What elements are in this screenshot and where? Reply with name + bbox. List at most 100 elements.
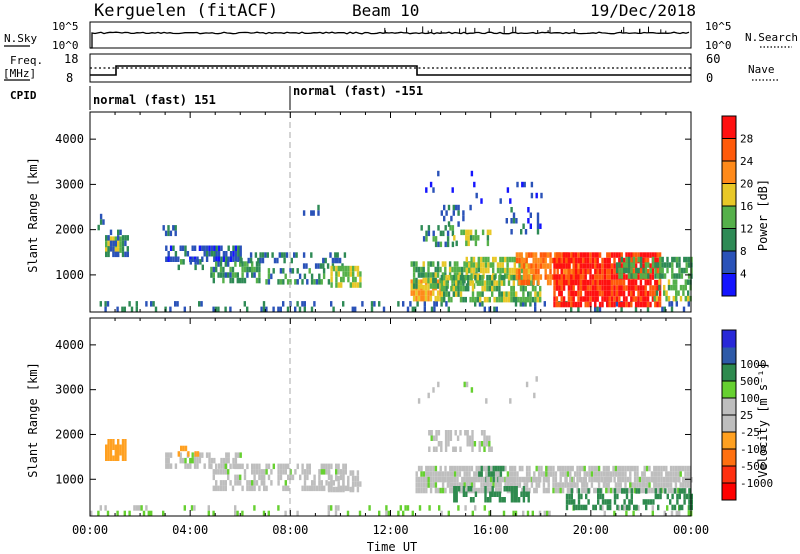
range-gate-cell (577, 290, 580, 297)
range-gate-cell (522, 223, 525, 229)
range-gate-cell (193, 457, 197, 464)
range-gate-cell (530, 181, 534, 188)
range-gate-cell (474, 301, 477, 307)
range-gate-cell (334, 510, 338, 517)
range-gate-cell (482, 476, 486, 483)
range-gate-cell (552, 476, 555, 483)
range-gate-cell (327, 279, 331, 285)
range-gate-cell (578, 465, 582, 472)
range-gate-cell (142, 510, 146, 517)
range-gate-cell (555, 274, 559, 280)
range-gate-cell (342, 481, 345, 487)
range-gate-cell (457, 274, 460, 281)
range-gate-cell (610, 274, 614, 280)
range-gate-cell (618, 267, 621, 274)
range-gate-cell (337, 486, 340, 493)
range-gate-cell (322, 273, 326, 280)
range-gate-cell (474, 235, 478, 241)
range-gate-cell (437, 441, 441, 447)
range-gate-cell (114, 240, 117, 247)
range-gate-cell (227, 469, 230, 475)
range-gate-cell (615, 274, 619, 280)
range-gate-cell (430, 435, 433, 441)
range-gate-cell (342, 486, 345, 493)
range-gate-cell (601, 301, 604, 308)
range-gate-cell (241, 277, 244, 284)
range-gate-cell (313, 480, 316, 486)
power-ylabel: Slant Range [km] (26, 157, 40, 273)
range-gate-cell (167, 251, 170, 257)
freq-label: Freq. (10, 54, 43, 67)
range-gate-cell (545, 487, 548, 494)
range-gate-cell (475, 266, 478, 273)
range-gate-cell (571, 482, 574, 488)
range-gate-cell (577, 268, 580, 275)
range-gate-cell (373, 301, 376, 307)
range-gate-cell (515, 268, 519, 275)
range-gate-cell (337, 282, 340, 288)
range-gate-cell (503, 280, 506, 286)
range-gate-cell (654, 493, 657, 500)
range-gate-cell (597, 471, 601, 477)
range-gate-cell (451, 465, 454, 472)
range-gate-cell (516, 482, 519, 488)
range-gate-cell (562, 301, 566, 308)
range-gate-cell (439, 290, 442, 296)
range-gate-cell (443, 477, 446, 483)
range-gate-cell (654, 279, 657, 286)
range-gate-cell (183, 306, 186, 313)
range-gate-cell (567, 301, 571, 308)
range-gate-cell (117, 439, 120, 445)
range-gate-cell (486, 296, 489, 303)
range-gate-cell (420, 290, 423, 296)
range-gate-cell (653, 471, 656, 477)
range-gate-cell (272, 268, 275, 274)
range-gate-cell (468, 471, 471, 477)
range-gate-cell (340, 282, 343, 288)
range-gate-cell (172, 225, 175, 231)
range-gate-cell (406, 306, 410, 313)
range-gate-cell (263, 480, 266, 486)
range-gate-cell (509, 398, 512, 404)
range-gate-cell (625, 488, 629, 494)
range-gate-cell (217, 256, 221, 262)
range-gate-cell (684, 284, 687, 291)
range-gate-cell (104, 505, 107, 511)
range-gate-cell (528, 471, 531, 477)
range-gate-cell (675, 273, 679, 279)
range-gate-cell (590, 471, 594, 477)
range-gate-cell (558, 263, 561, 269)
range-gate-cell (191, 256, 194, 262)
range-gate-cell (582, 279, 585, 286)
range-gate-cell (327, 510, 330, 517)
range-gate-cell (667, 482, 670, 488)
range-gate-cell (613, 268, 616, 275)
range-gate-cell (634, 257, 638, 264)
range-gate-cell (232, 463, 235, 469)
range-gate-cell (485, 441, 489, 447)
range-gate-cell (569, 487, 572, 494)
range-gate-cell (567, 290, 571, 297)
range-gate-cell (688, 488, 691, 494)
range-gate-cell (310, 306, 314, 313)
range-gate-cell (572, 274, 575, 280)
range-gate-cell (258, 463, 261, 470)
range-gate-cell (520, 491, 523, 497)
range-gate-cell (165, 452, 168, 458)
range-gate-cell (481, 274, 484, 281)
range-gate-cell (595, 471, 598, 477)
range-gate-cell (303, 273, 307, 280)
range-gate-cell (283, 257, 286, 264)
range-gate-cell (169, 245, 173, 251)
range-gate-cell (581, 487, 584, 494)
range-gate-cell (121, 246, 125, 252)
range-gate-cell (512, 280, 515, 286)
range-gate-cell (454, 430, 457, 436)
range-gate-cell (107, 444, 110, 450)
range-gate-cell (284, 485, 287, 492)
range-gate-cell (320, 485, 323, 492)
range-gate-cell (462, 285, 465, 292)
range-gate-cell (673, 256, 676, 263)
range-gate-cell (277, 480, 280, 486)
range-gate-cell (554, 482, 558, 488)
